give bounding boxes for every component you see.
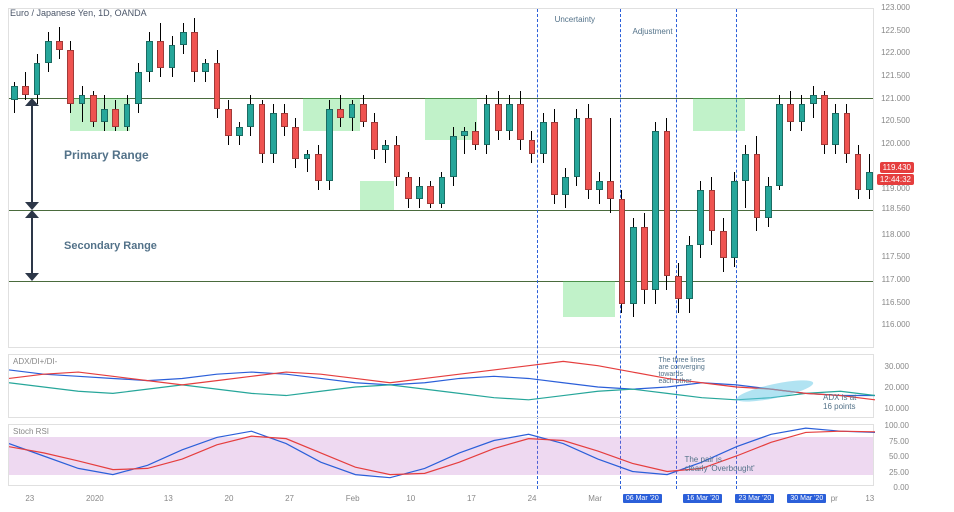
secondary-range-label: Secondary Range <box>64 240 157 252</box>
support-zone <box>693 98 745 131</box>
y-tick: 117.500 <box>882 252 910 261</box>
y-tick: 116.000 <box>882 320 910 329</box>
hline <box>9 281 873 282</box>
chart-title: Euro / Japanese Yen, 1D, OANDA <box>10 8 147 18</box>
support-zone <box>563 281 615 317</box>
y-tick: 122.000 <box>881 48 910 57</box>
y-tick: 121.000 <box>881 94 910 103</box>
y-tick: 121.500 <box>881 71 910 80</box>
adx-note: The three lines are converging towards e… <box>659 357 705 385</box>
current-price-badge: 119.430 <box>880 162 914 173</box>
x-tick: 24 <box>528 494 537 503</box>
main-chart[interactable]: Primary Range Secondary Range Uncertainty A… <box>8 8 874 348</box>
x-tick: pr <box>831 494 838 503</box>
stoch-note: The pair is clearly 'Overbought' <box>684 455 754 473</box>
x-tick: 20 <box>225 494 234 503</box>
x-tick: 2020 <box>86 494 104 503</box>
y-tick: 119.000 <box>882 184 910 193</box>
uncertainty-label: Uncertainty <box>555 15 595 24</box>
y-tick: 123.000 <box>881 3 910 12</box>
x-date-box: 16 Mar '20 <box>683 494 722 503</box>
support-zone <box>360 181 395 210</box>
x-tick: 13 <box>865 494 874 503</box>
x-tick: Feb <box>346 494 360 503</box>
adx-value-note: ADX is at 16 points <box>823 393 856 411</box>
adx-indicator[interactable]: ADX/DI+/DI- 10.00020.00030.000 The three… <box>8 354 874 418</box>
y-tick: 118.560 <box>882 204 910 213</box>
adx-yaxis: 10.00020.00030.000 <box>875 355 949 419</box>
y-tick: 118.000 <box>882 230 910 239</box>
price-axis: 116.000 116.500 117.000 117.500 118.000 118.5… <box>876 8 954 348</box>
adjustment-label: Adjustment <box>633 27 673 36</box>
y-tick: 116.500 <box>882 298 910 307</box>
y-tick: 120.500 <box>881 116 910 125</box>
time-axis: 23 2020 13 20 27 Feb 10 17 24 Mar pr 13 06 Mar '20 16… <box>8 494 874 508</box>
stoch-rsi-indicator[interactable]: Stoch RSI 0.0025.0050.0075.00100.00 The … <box>8 424 874 486</box>
y-tick: 120.000 <box>881 139 910 148</box>
x-tick: 17 <box>467 494 476 503</box>
primary-range-label: Primary Range <box>64 148 149 162</box>
x-tick: Mar <box>588 494 602 503</box>
support-zone <box>425 98 477 140</box>
x-date-box: 06 Mar '20 <box>623 494 662 503</box>
x-tick: 27 <box>285 494 294 503</box>
y-tick: 122.500 <box>881 26 910 35</box>
y-tick: 117.000 <box>882 275 910 284</box>
x-tick: 23 <box>25 494 34 503</box>
countdown-badge: 12:44:32 <box>877 174 914 185</box>
x-date-box: 30 Mar '20 <box>787 494 826 503</box>
hline <box>9 210 873 211</box>
x-tick: 10 <box>406 494 415 503</box>
x-tick: 13 <box>164 494 173 503</box>
x-date-box: 23 Mar '20 <box>735 494 774 503</box>
stoch-yaxis: 0.0025.0050.0075.00100.00 <box>875 425 949 487</box>
